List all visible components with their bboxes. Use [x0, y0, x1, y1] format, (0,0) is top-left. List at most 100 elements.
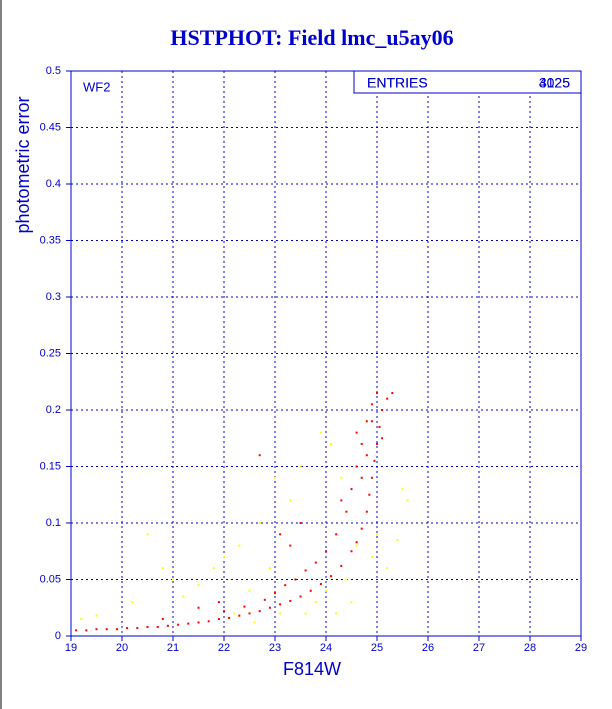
point [325, 589, 327, 592]
point [146, 533, 149, 536]
x-tick-label: 19 [65, 642, 77, 654]
point [314, 601, 317, 604]
point [268, 606, 271, 609]
point [268, 567, 271, 570]
chart-title: HSTPHOT: Field lmc_u5ay06 [170, 25, 453, 50]
y-tick-label: 0.3 [46, 291, 61, 303]
stats-label: ENTRIES [367, 75, 428, 91]
y-tick-label: 0.2 [46, 404, 61, 416]
point [253, 621, 256, 624]
point [350, 488, 353, 491]
point [376, 392, 378, 395]
y-tick-label: 0 [55, 630, 61, 642]
point [279, 612, 282, 615]
point [187, 622, 190, 625]
point [284, 584, 287, 587]
x-tick-label: 25 [371, 642, 383, 654]
point [370, 403, 373, 406]
y-tick-label: 0.15 [40, 460, 61, 472]
x-axis-label: F814W [283, 659, 341, 679]
point [370, 555, 373, 558]
point [212, 567, 215, 570]
x-tick-label: 24 [320, 642, 332, 654]
point [279, 533, 282, 536]
point [335, 612, 338, 615]
point [368, 493, 371, 496]
point [85, 629, 88, 632]
point [370, 420, 373, 423]
point [274, 592, 276, 595]
point [197, 584, 200, 587]
point [350, 601, 353, 604]
point [373, 459, 376, 462]
point [325, 550, 327, 553]
point [406, 499, 409, 502]
point [248, 589, 251, 592]
point [136, 627, 139, 630]
point [258, 522, 261, 524]
point [376, 533, 378, 536]
point [161, 567, 164, 570]
point [95, 628, 98, 631]
stats-value: 3025 [539, 75, 570, 91]
point [355, 431, 358, 434]
point [243, 605, 246, 608]
point [299, 522, 302, 524]
point [391, 392, 394, 395]
point [355, 465, 358, 468]
point [217, 618, 220, 621]
point [172, 578, 174, 581]
point [299, 465, 302, 468]
point [345, 510, 348, 513]
point [274, 476, 276, 479]
point [289, 499, 292, 502]
point [304, 569, 307, 572]
point [80, 618, 83, 621]
y-tick-label: 0.25 [40, 347, 61, 359]
point [355, 541, 358, 544]
point [340, 499, 343, 502]
y-axis-label: photometric error [13, 96, 33, 233]
point [381, 437, 384, 440]
point [319, 431, 322, 434]
point [314, 561, 317, 564]
y-tick-label: 0.4 [46, 178, 61, 190]
point [182, 595, 185, 598]
stats-label: ENTRIES [367, 75, 428, 91]
point [248, 612, 251, 615]
point [330, 575, 333, 578]
stats-box [353, 70, 582, 94]
x-tick-label: 26 [422, 642, 434, 654]
point [360, 442, 363, 445]
point [223, 555, 225, 558]
x-tick-label: 20 [116, 642, 128, 654]
x-tick-label: 29 [575, 642, 587, 654]
point [370, 476, 373, 479]
point [115, 628, 118, 631]
point [126, 627, 129, 630]
point [381, 409, 384, 411]
point [386, 397, 389, 400]
point [386, 567, 389, 570]
point [228, 616, 231, 619]
point [75, 629, 78, 632]
y-tick-label: 0.05 [40, 573, 61, 585]
point [355, 544, 358, 547]
point [258, 454, 261, 457]
x-tick-label: 28 [524, 642, 536, 654]
y-tick-label: 0.35 [40, 234, 61, 246]
point [263, 598, 266, 601]
point [177, 623, 180, 626]
point [335, 533, 338, 536]
y-tick-label: 0.1 [46, 517, 61, 529]
point [223, 610, 225, 613]
point [319, 583, 322, 586]
point [197, 606, 200, 609]
point [207, 620, 210, 623]
point [258, 610, 261, 613]
point [396, 538, 399, 541]
x-tick-label: 21 [167, 642, 179, 654]
point [340, 476, 343, 479]
panel-label: WF2 [83, 79, 110, 94]
